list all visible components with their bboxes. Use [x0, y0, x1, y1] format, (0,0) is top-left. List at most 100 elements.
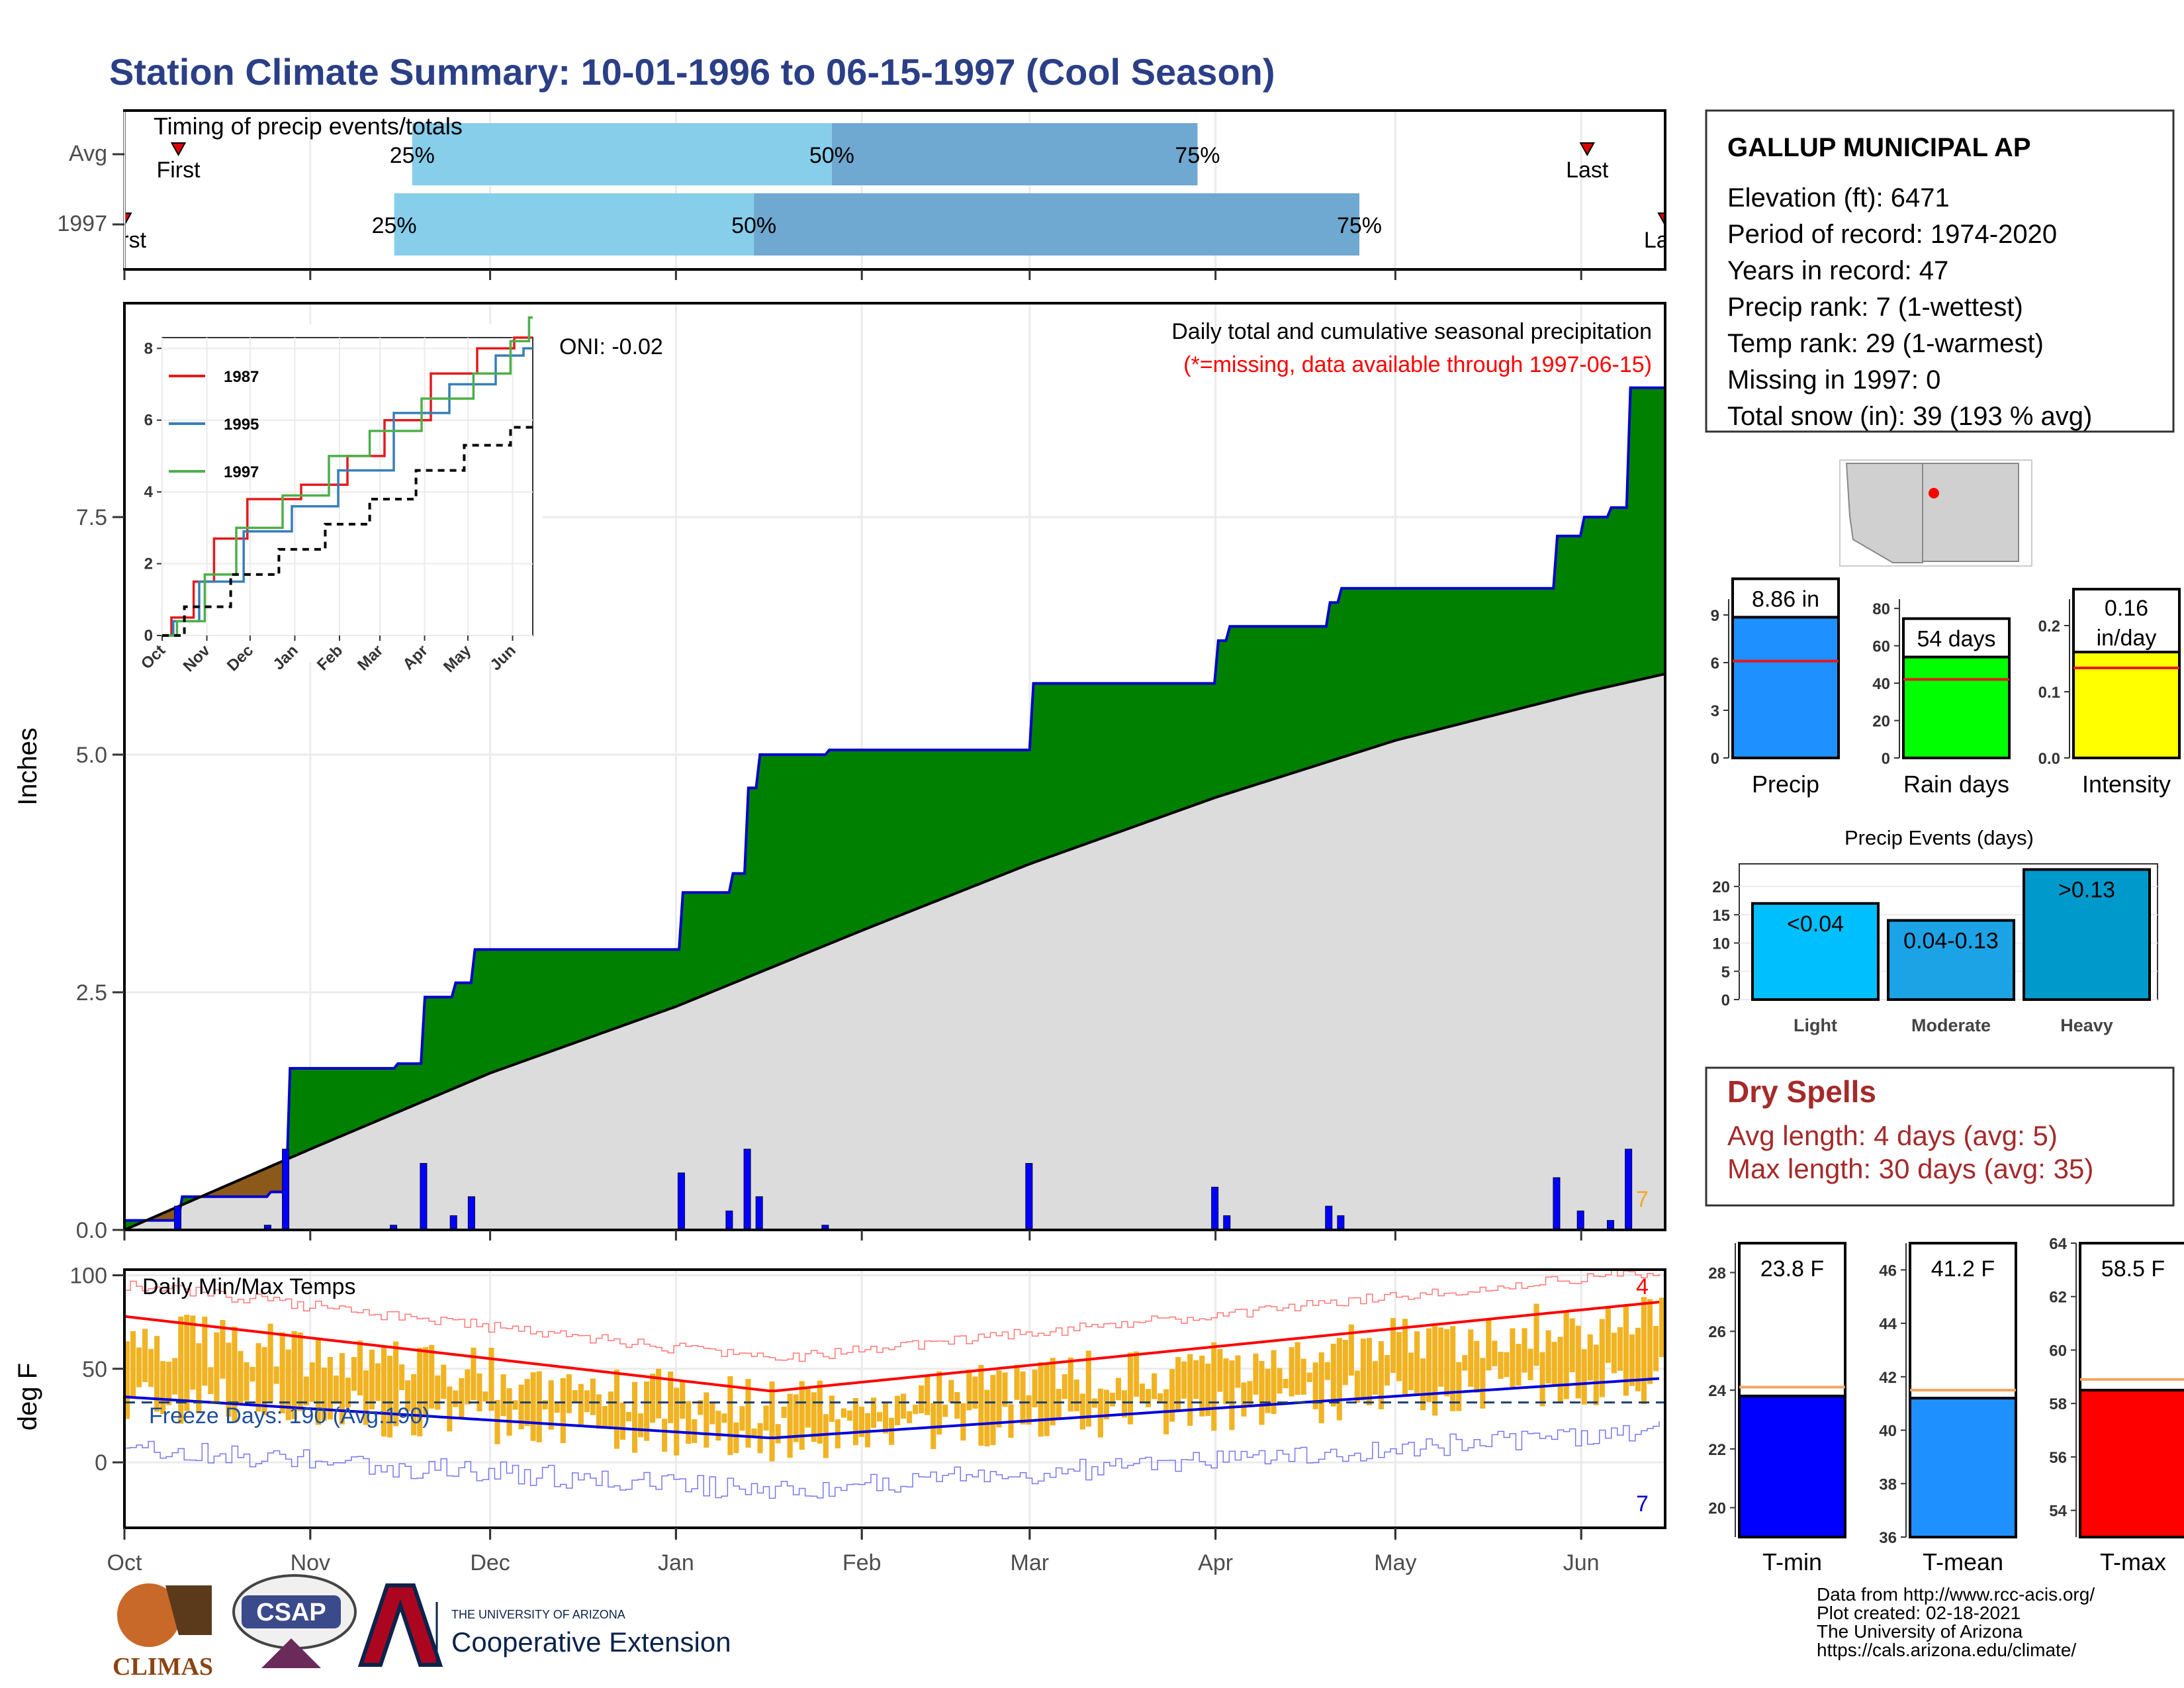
daily-temp-range-bar: [303, 1376, 309, 1406]
temp-summary-ytick-label: 46: [1879, 1262, 1897, 1280]
daily-temp-range-bar: [1605, 1307, 1611, 1363]
daily-temp-range-bar: [631, 1382, 638, 1453]
daily-temp-range-bar: [709, 1402, 715, 1425]
daily-temp-range-bar: [536, 1371, 542, 1442]
daily-temp-range-bar: [901, 1393, 907, 1419]
daily-temp-range-bar: [279, 1332, 285, 1414]
daily-temp-range-bar: [1223, 1358, 1229, 1405]
daily-temp-range-bar: [1396, 1332, 1402, 1382]
daily-temp-range-bar: [817, 1380, 823, 1444]
inset-legend-label: 1995: [224, 416, 259, 434]
daily-temp-range-bar: [423, 1346, 429, 1416]
daily-temp-range-bar: [327, 1356, 333, 1420]
station-line-missing: Missing in 1997: 0: [1727, 365, 1940, 395]
summary-bar-name: Intensity: [2082, 771, 2171, 798]
daily-temp-range-bar: [1253, 1353, 1259, 1395]
timing-last-marker: [1657, 212, 1664, 224]
temp-count-top: 4: [1636, 1274, 1649, 1299]
daily-temp-range-bar: [393, 1341, 399, 1427]
daily-temp-range-bar: [1551, 1342, 1557, 1385]
month-tick-label: Oct: [107, 1550, 142, 1575]
temp-summary-ytick-label: 42: [1879, 1369, 1897, 1387]
dry-spells-avg: Avg length: 4 days (avg: 5): [1727, 1120, 2058, 1151]
station-line-years: Years in record: 47: [1727, 256, 1948, 285]
daily-temp-range-bar: [882, 1401, 889, 1434]
daily-temp-range-bar: [644, 1381, 650, 1441]
daily-temp-range-bar: [411, 1374, 417, 1436]
station-name: GALLUP MUNICIPAL AP: [1727, 133, 2031, 162]
precip-ytick-label: 2.5: [76, 980, 107, 1006]
temp-frame: [123, 1268, 1666, 1529]
daily-temp-range-bar: [596, 1394, 602, 1429]
daily-temp-range-bar: [680, 1381, 686, 1419]
daily-temp-range-bar: [1079, 1393, 1085, 1430]
timing-bar-q1: [394, 193, 754, 256]
daily-temp-range-bar: [1390, 1318, 1396, 1373]
summary-ytick-label: 0: [1882, 750, 1890, 768]
daily-temp-range-bar: [1038, 1362, 1044, 1437]
daily-temp-range-bar: [363, 1370, 369, 1425]
events-ytick-label: 0: [1721, 992, 1730, 1009]
daily-temp-range-bar: [907, 1411, 913, 1423]
precip-frame: [123, 302, 1666, 1231]
daily-temp-range-bar: [1115, 1378, 1121, 1401]
temp-summary-name: T-min: [1762, 1548, 1822, 1575]
daily-temp-range-bar: [1426, 1328, 1432, 1403]
map-state-new-mexico: [1922, 463, 2019, 562]
daily-temp-range-bar: [1641, 1297, 1647, 1405]
summary-ytick-label: 80: [1872, 600, 1890, 618]
daily-temp-range-bar: [351, 1356, 357, 1391]
daily-temp-range-bar: [1516, 1344, 1522, 1386]
daily-temp-range-bar: [1444, 1329, 1450, 1397]
summary-ytick-label: 60: [1872, 638, 1890, 656]
daily-temp-range-bar: [584, 1390, 590, 1413]
daily-temp-range-bar: [1527, 1348, 1533, 1380]
daily-temp-range-bar: [733, 1422, 739, 1454]
daily-temp-range-bar: [482, 1391, 488, 1402]
footer-line-data: Data from http://www.rcc-acis.org/: [1817, 1584, 2095, 1605]
summary-ytick-label: 3: [1711, 702, 1719, 720]
logo-csap: CSAP: [232, 1574, 357, 1668]
daily-temp-range-bar: [608, 1391, 614, 1429]
csap-mountain-icon: [261, 1638, 321, 1668]
daily-temp-range-bar: [1097, 1388, 1103, 1438]
daily-temp-range-bar: [829, 1395, 835, 1423]
daily-temp-range-bar: [459, 1378, 465, 1419]
temp-summary-ytick-label: 26: [1708, 1323, 1726, 1341]
daily-temp-range-bar: [751, 1428, 757, 1438]
daily-temp-range-bar: [948, 1380, 954, 1403]
summary-ytick-label: 0.0: [2038, 750, 2060, 768]
inset-series-line: [162, 347, 533, 637]
temp-summary-name: T-mean: [1923, 1548, 2003, 1575]
daily-temp-range-bar: [1289, 1347, 1295, 1397]
timing-first-label: First: [103, 228, 147, 253]
daily-temp-range-bar: [1635, 1327, 1641, 1391]
station-info: GALLUP MUNICIPAL AP Elevation (ft): 6471…: [1705, 109, 2175, 433]
daily-temp-range-bar: [721, 1413, 727, 1423]
daily-temp-range-bar: [1330, 1343, 1336, 1407]
climas-sun-icon: [117, 1583, 181, 1647]
daily-temp-range-bar: [1486, 1319, 1492, 1371]
daily-temp-range-bar: [160, 1361, 166, 1415]
daily-temp-range-bar: [1539, 1352, 1545, 1407]
daily-temp-range-bar: [1073, 1380, 1079, 1412]
events-category-label: Moderate: [1911, 1015, 1991, 1035]
daily-temp-range-bar: [375, 1363, 381, 1401]
precip-ytick-label: 0.0: [76, 1218, 107, 1243]
daily-temp-range-bar: [793, 1394, 799, 1442]
daily-temp-range-bar: [1324, 1362, 1330, 1380]
daily-temp-range-bar: [339, 1353, 345, 1425]
daily-temp-range-bar: [1277, 1368, 1283, 1394]
daily-temp-range-bar: [799, 1381, 805, 1450]
events-ytick-label: 20: [1712, 878, 1730, 896]
summary-ytick-label: 40: [1872, 675, 1890, 693]
daily-temp-range-bar: [841, 1408, 846, 1418]
summary-ytick-label: 0: [1711, 750, 1719, 768]
daily-temp-range-bar: [435, 1375, 441, 1410]
temp-summary-ytick-label: 62: [2049, 1289, 2067, 1307]
arizona-a-icon: [357, 1583, 443, 1667]
daily-temp-range-bar: [447, 1386, 453, 1432]
daily-temp-range-bar: [506, 1388, 512, 1436]
daily-temp-range-bar: [1647, 1299, 1653, 1384]
station-location-marker: [1929, 488, 1939, 498]
